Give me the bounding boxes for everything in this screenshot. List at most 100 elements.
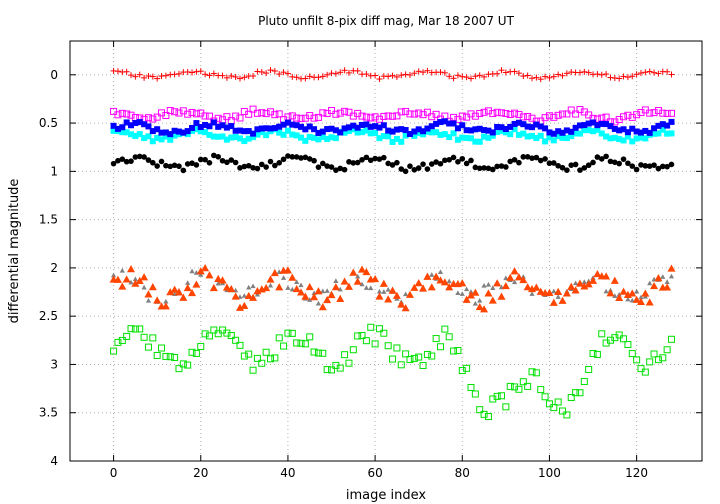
data-point xyxy=(406,110,414,118)
data-point xyxy=(529,155,535,161)
data-point xyxy=(122,275,131,283)
data-point xyxy=(275,334,283,342)
data-point xyxy=(136,153,143,160)
data-point xyxy=(427,283,436,291)
data-point xyxy=(110,122,117,129)
data-point xyxy=(166,353,174,361)
data-point xyxy=(284,119,291,126)
data-point xyxy=(546,129,553,136)
data-point xyxy=(494,123,501,130)
data-point xyxy=(567,282,576,290)
data-point xyxy=(280,275,287,280)
data-point xyxy=(406,71,413,78)
data-point xyxy=(581,279,587,284)
data-point xyxy=(123,68,130,75)
data-point xyxy=(145,72,152,79)
data-point xyxy=(320,160,326,167)
data-point xyxy=(323,366,331,374)
data-point xyxy=(267,158,274,165)
data-point xyxy=(254,165,261,172)
data-point xyxy=(363,154,370,161)
data-point xyxy=(367,323,375,331)
data-point xyxy=(454,347,462,355)
data-point xyxy=(472,164,479,171)
data-point xyxy=(280,121,287,128)
data-point xyxy=(641,289,650,297)
data-point xyxy=(263,164,269,170)
data-point xyxy=(598,130,605,137)
data-point xyxy=(550,113,558,121)
data-point xyxy=(302,154,309,161)
data-point xyxy=(158,158,165,165)
data-point xyxy=(241,163,248,170)
data-point xyxy=(380,112,388,120)
data-point xyxy=(402,168,409,175)
data-point xyxy=(219,122,226,129)
data-point xyxy=(275,110,283,118)
y-tick-label: 1 xyxy=(50,164,58,178)
data-point xyxy=(468,157,474,164)
data-point xyxy=(372,130,379,137)
data-point xyxy=(463,127,470,134)
data-point xyxy=(463,364,471,372)
data-point xyxy=(110,347,118,355)
data-point xyxy=(633,71,640,78)
data-point xyxy=(503,164,509,170)
data-point xyxy=(655,165,662,172)
data-point xyxy=(594,122,601,129)
data-point xyxy=(642,163,649,169)
data-point xyxy=(572,161,579,168)
data-point xyxy=(489,129,496,136)
data-point xyxy=(645,298,654,306)
data-point xyxy=(180,129,187,136)
data-point xyxy=(132,73,139,80)
data-point xyxy=(555,71,562,78)
data-point xyxy=(196,267,205,275)
data-point xyxy=(419,111,427,119)
data-point xyxy=(580,378,588,386)
data-point xyxy=(158,136,165,143)
data-point xyxy=(520,121,527,128)
data-point xyxy=(262,348,270,356)
data-point xyxy=(189,268,195,274)
data-point xyxy=(463,134,470,141)
data-point xyxy=(280,69,287,76)
data-point xyxy=(197,128,204,135)
data-point xyxy=(119,267,125,273)
data-point xyxy=(511,109,519,117)
data-point xyxy=(158,344,166,352)
data-point xyxy=(624,133,631,140)
data-point xyxy=(598,120,605,127)
data-point xyxy=(402,350,410,358)
data-point xyxy=(202,71,209,78)
data-point xyxy=(437,160,444,167)
data-point xyxy=(559,129,566,136)
data-point xyxy=(616,160,622,167)
data-point xyxy=(314,349,322,357)
data-point xyxy=(367,130,374,137)
data-point xyxy=(341,107,349,115)
data-point xyxy=(154,163,160,169)
data-point xyxy=(389,355,397,363)
data-point xyxy=(336,364,344,372)
data-point xyxy=(480,410,488,418)
data-point xyxy=(175,365,183,373)
data-point xyxy=(215,280,221,286)
data-point xyxy=(288,273,297,281)
data-point xyxy=(276,123,283,130)
data-point xyxy=(171,353,179,361)
data-point xyxy=(489,132,496,139)
data-point xyxy=(611,125,618,132)
data-point xyxy=(576,106,584,114)
data-point xyxy=(511,126,518,133)
data-point xyxy=(655,70,662,77)
data-point xyxy=(450,113,458,121)
data-point xyxy=(171,108,179,116)
data-point xyxy=(205,332,213,340)
data-point xyxy=(358,265,367,273)
data-point xyxy=(341,351,349,359)
data-point xyxy=(232,73,239,80)
data-point xyxy=(577,167,583,173)
data-point xyxy=(442,157,448,164)
data-point xyxy=(524,382,532,390)
